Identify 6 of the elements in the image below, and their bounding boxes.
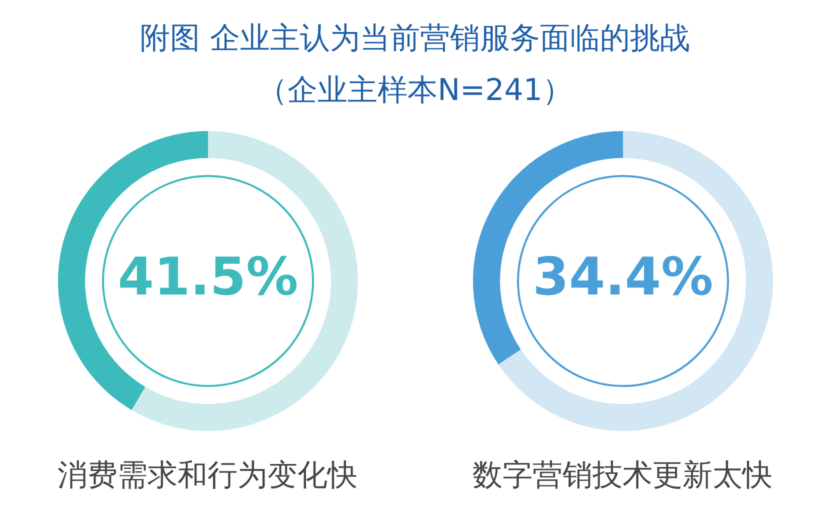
text: 数字营销技术更新太快 [472,457,774,495]
text: （企业主样本N=241） [256,72,574,110]
text: 附图 企业主认为当前营销服务面临的挑战 [139,20,691,58]
text: 消费需求和行为变化快 [56,457,358,495]
data-label: 34.4% [532,248,714,308]
data-label: 41.5% [118,248,298,308]
